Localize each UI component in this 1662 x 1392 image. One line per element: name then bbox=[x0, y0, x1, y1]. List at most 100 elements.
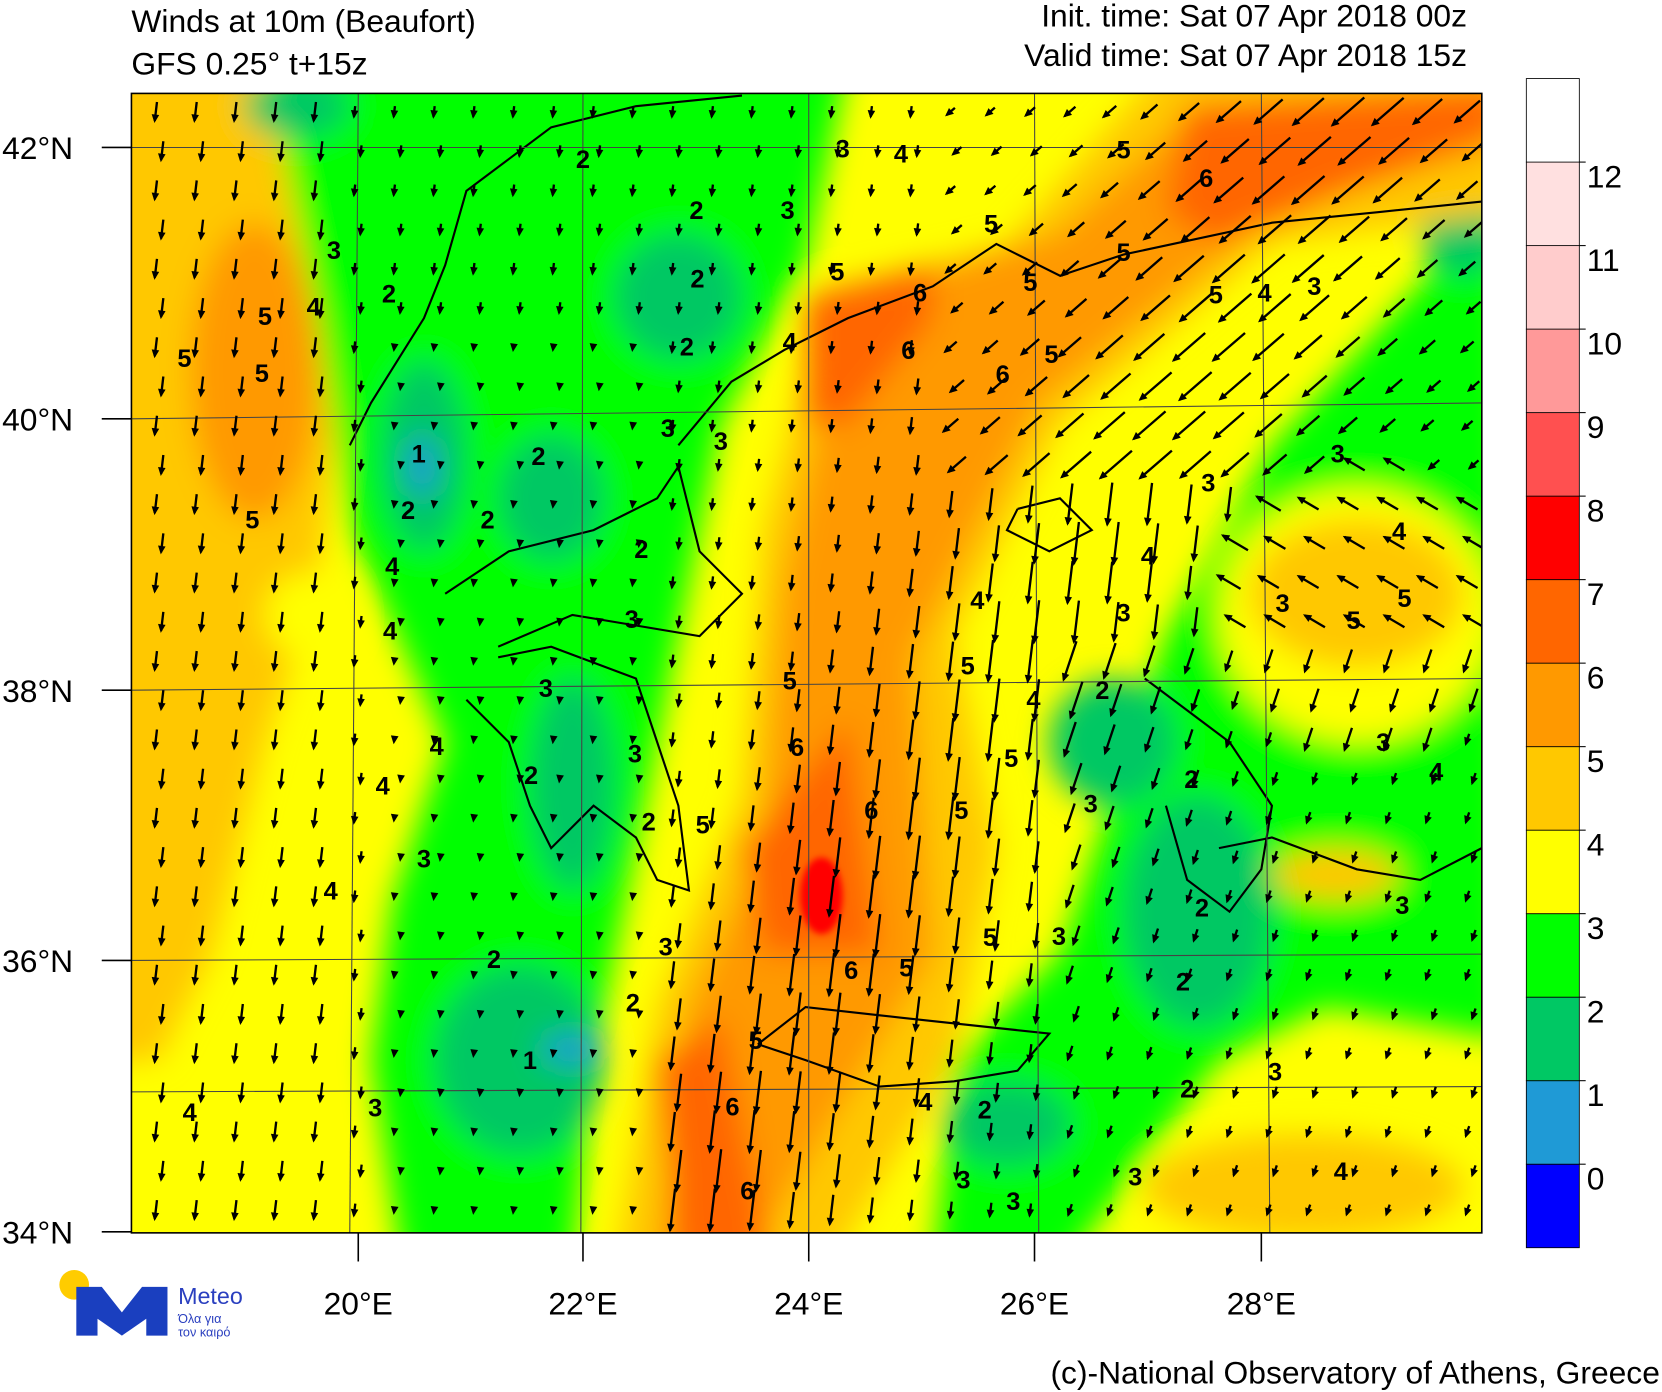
contour-label: 3 bbox=[714, 428, 728, 456]
contour-label: 5 bbox=[177, 345, 191, 373]
contour-label: 3 bbox=[1376, 729, 1390, 757]
lat-label: 42°N bbox=[2, 130, 73, 166]
map-frame bbox=[130, 92, 1483, 1234]
contour-label: 4 bbox=[970, 587, 984, 615]
contour-label: 1 bbox=[412, 441, 426, 469]
colorbar-label: 3 bbox=[1587, 910, 1605, 946]
contour-label: 2 bbox=[689, 197, 703, 225]
contour-label: 3 bbox=[1307, 273, 1321, 301]
colorbar-box bbox=[1525, 161, 1580, 247]
contour-label: 2 bbox=[1095, 677, 1109, 705]
logo-name: Meteo bbox=[178, 1283, 243, 1309]
contour-label: 2 bbox=[524, 762, 538, 790]
contour-label: 5 bbox=[983, 924, 997, 952]
graticule bbox=[131, 93, 1482, 1233]
contour-label: 3 bbox=[368, 1095, 382, 1123]
lat-label: 38°N bbox=[2, 673, 73, 709]
contour-label: 6 bbox=[844, 957, 858, 985]
contour-label: 5 bbox=[830, 258, 844, 286]
colorbar-box bbox=[1525, 746, 1580, 831]
contour-label: 3 bbox=[625, 606, 639, 634]
lat-label: 36°N bbox=[2, 943, 73, 979]
colorbar-box bbox=[1525, 1080, 1580, 1165]
contour-label: 4 bbox=[1392, 518, 1406, 546]
colorbar-label: 8 bbox=[1587, 493, 1605, 529]
credit: (c)-National Observatory of Athens, Gree… bbox=[1050, 1354, 1659, 1390]
lon-label: 22°E bbox=[548, 1285, 617, 1321]
contour-label: 2 bbox=[1184, 766, 1198, 794]
contour-label: 2 bbox=[1180, 1076, 1194, 1104]
lon-label: 26°E bbox=[1000, 1285, 1069, 1321]
colorbar-box bbox=[1525, 829, 1580, 915]
contour-label: 4 bbox=[183, 1099, 197, 1127]
colorbar-label: 7 bbox=[1587, 576, 1605, 612]
contour-label: 5 bbox=[245, 506, 259, 534]
contour-label: 4 bbox=[783, 328, 797, 356]
logo-tagline: Όλα για bbox=[177, 1311, 221, 1326]
contour-label: 4 bbox=[385, 553, 399, 581]
contour-label: 3 bbox=[1201, 469, 1215, 497]
colorbar-label: 0 bbox=[1587, 1161, 1605, 1197]
contour-label: 3 bbox=[659, 934, 673, 962]
contour-label: 2 bbox=[487, 946, 501, 974]
contour-label: 6 bbox=[790, 734, 804, 762]
contour-label: 6 bbox=[913, 280, 927, 308]
contour-label: 3 bbox=[1268, 1059, 1282, 1087]
contour-label: 4 bbox=[307, 293, 321, 321]
contour-label: 5 bbox=[1023, 269, 1037, 297]
lon-label: 24°E bbox=[774, 1285, 843, 1321]
contour-label: 6 bbox=[996, 361, 1010, 389]
contour-label: 2 bbox=[680, 334, 694, 362]
colorbar-label: 1 bbox=[1587, 1077, 1605, 1113]
contour-label: 5 bbox=[1397, 585, 1411, 613]
contour-label: 2 bbox=[642, 808, 656, 836]
contour-label: 3 bbox=[1275, 590, 1289, 618]
colorbar-box bbox=[1525, 78, 1580, 163]
contour-label: 5 bbox=[1116, 136, 1130, 164]
contour-label: 4 bbox=[1026, 687, 1040, 715]
lon-label: 20°E bbox=[324, 1285, 393, 1321]
contour-label: 3 bbox=[628, 741, 642, 769]
logo-mark bbox=[76, 1286, 168, 1336]
contour-label: 5 bbox=[258, 303, 272, 331]
colorbar-label: 10 bbox=[1587, 326, 1622, 362]
contour-label: 3 bbox=[1116, 600, 1130, 628]
contour-label: 3 bbox=[780, 197, 794, 225]
contour-label: 2 bbox=[382, 281, 396, 309]
contour-label: 4 bbox=[1429, 759, 1443, 787]
colorbar-label: 4 bbox=[1587, 827, 1605, 863]
colorbar-label: 6 bbox=[1587, 660, 1605, 696]
colorbar-box bbox=[1525, 662, 1580, 748]
contour-label: 2 bbox=[531, 443, 545, 471]
contour-label: 4 bbox=[1141, 542, 1155, 570]
contour-label: 3 bbox=[417, 846, 431, 874]
contour-label: 3 bbox=[1395, 892, 1409, 920]
colorbar-label: 9 bbox=[1587, 409, 1605, 445]
logo-tagline: τον καιρό bbox=[178, 1325, 230, 1340]
contour-label: 4 bbox=[1334, 1158, 1348, 1186]
contour-label: 3 bbox=[1052, 923, 1066, 951]
contour-label: 2 bbox=[1176, 968, 1190, 996]
contour-label: 4 bbox=[1257, 280, 1271, 308]
colorbar-box bbox=[1525, 996, 1580, 1082]
valid-time: Valid time: Sat 07 Apr 2018 15z bbox=[1024, 37, 1467, 73]
contour-label: 5 bbox=[1004, 745, 1018, 773]
contour-label: 2 bbox=[401, 497, 415, 525]
contour-label: 5 bbox=[1116, 239, 1130, 267]
contour-label: 5 bbox=[783, 667, 797, 695]
contour-label: 6 bbox=[864, 797, 878, 825]
contour-label: 3 bbox=[1006, 1188, 1020, 1216]
lat-label: 34°N bbox=[2, 1214, 73, 1250]
model-info: GFS 0.25° t+15z bbox=[131, 45, 367, 81]
contour-label: 3 bbox=[1084, 790, 1098, 818]
colorbar-box bbox=[1525, 412, 1580, 497]
contour-label: 6 bbox=[740, 1177, 754, 1205]
contour-label: 6 bbox=[901, 337, 915, 365]
contour-label: 2 bbox=[626, 990, 640, 1018]
contour-label: 4 bbox=[894, 141, 908, 169]
colorbar-box bbox=[1525, 495, 1580, 581]
colorbar-box bbox=[1525, 913, 1580, 998]
contour-label: 4 bbox=[383, 618, 397, 646]
colorbar-label: 2 bbox=[1587, 994, 1605, 1030]
